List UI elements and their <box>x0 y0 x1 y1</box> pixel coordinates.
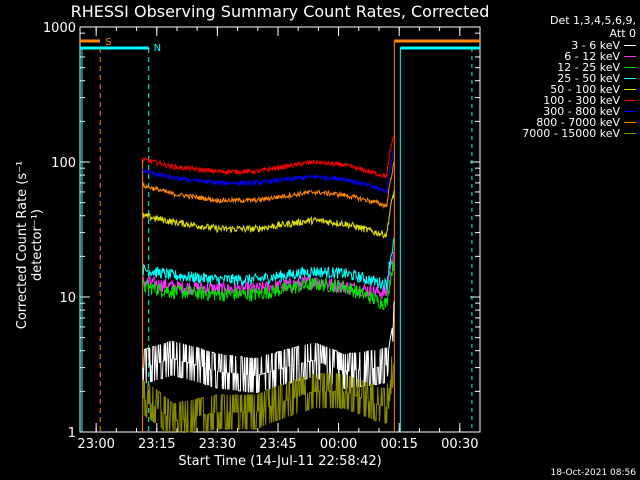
legend-entry: 100 - 300 keV <box>482 95 636 106</box>
legend-entry: 12 - 25 keV <box>482 62 636 73</box>
y-axis-label: Corrected Count Rate (s⁻¹ detector⁻¹) <box>15 160 45 330</box>
series-line-300to800keV <box>142 149 395 194</box>
legend-header-attenuator: Att 0 <box>609 27 636 40</box>
legend-swatch <box>624 56 636 57</box>
x-tick-label: 00:30 <box>441 437 478 452</box>
series-line-12to25keV <box>142 260 395 310</box>
y-tick-label: 1000 <box>43 21 76 36</box>
legend-swatch <box>624 67 636 68</box>
chart-title: RHESSI Observing Summary Count Rates, Co… <box>70 2 490 21</box>
series-line-25to50keV <box>142 237 395 291</box>
y-tick-label: 1 <box>68 426 76 441</box>
series-line-3to6keV <box>142 301 395 394</box>
legend-entry-label: 100 - 300 keV <box>543 94 620 107</box>
legend-entry: 3 - 6 keV <box>482 40 636 51</box>
legend-entry-label: 6 - 12 keV <box>564 50 620 63</box>
annotation-label-s: S <box>105 37 111 48</box>
legend: Det 1,3,4,5,6,9, Att 0 3 - 6 keV 6 - 12 k… <box>482 14 636 139</box>
x-tick-label: 23:30 <box>199 437 236 452</box>
legend-swatch <box>624 133 636 134</box>
legend-entry: 50 - 100 keV <box>482 84 636 95</box>
legend-header-detectors: Det 1,3,4,5,6,9, <box>549 14 636 27</box>
legend-entry: 6 - 12 keV <box>482 51 636 62</box>
x-tick-label: 00:00 <box>320 437 357 452</box>
legend-swatch <box>624 122 636 123</box>
x-tick-label: 00:15 <box>380 437 417 452</box>
legend-entry: 7000 - 15000 keV <box>482 128 636 139</box>
legend-entry: 25 - 50 keV <box>482 73 636 84</box>
x-tick-label: 23:00 <box>77 437 114 452</box>
legend-entry: 800 - 7000 keV <box>482 117 636 128</box>
x-axis-label: Start Time (14-Jul-11 22:58:42) <box>178 454 382 469</box>
generation-timestamp: 18-Oct-2021 08:56 <box>550 468 636 478</box>
legend-entry-label: 800 - 7000 keV <box>536 116 620 129</box>
series-line-7000to15000keV <box>142 356 395 433</box>
legend-swatch <box>624 78 636 79</box>
legend-entry-label: 25 - 50 keV <box>557 72 620 85</box>
plot-frame <box>79 26 481 433</box>
legend-swatch <box>624 111 636 112</box>
annotation-label-n: N <box>154 43 161 54</box>
series-line-50to100keV <box>142 190 395 239</box>
legend-entry-label: 300 - 800 keV <box>543 105 620 118</box>
legend-entry-label: 12 - 25 keV <box>557 61 620 74</box>
legend-swatch <box>624 89 636 90</box>
series-line-800to7000keV <box>142 161 395 209</box>
x-tick-label: 23:45 <box>259 437 296 452</box>
y-tick-label: 10 <box>59 291 76 306</box>
legend-entry-label: 50 - 100 keV <box>550 83 620 96</box>
legend-swatch <box>624 100 636 101</box>
y-tick-label: 100 <box>51 156 76 171</box>
series-line-100to300keV <box>142 135 395 179</box>
x-tick-label: 23:15 <box>138 437 175 452</box>
legend-swatch <box>624 45 636 46</box>
legend-entry-label: 7000 - 15000 keV <box>522 127 620 140</box>
legend-entry-label: 3 - 6 keV <box>571 39 620 52</box>
legend-entry: 300 - 800 keV <box>482 106 636 117</box>
